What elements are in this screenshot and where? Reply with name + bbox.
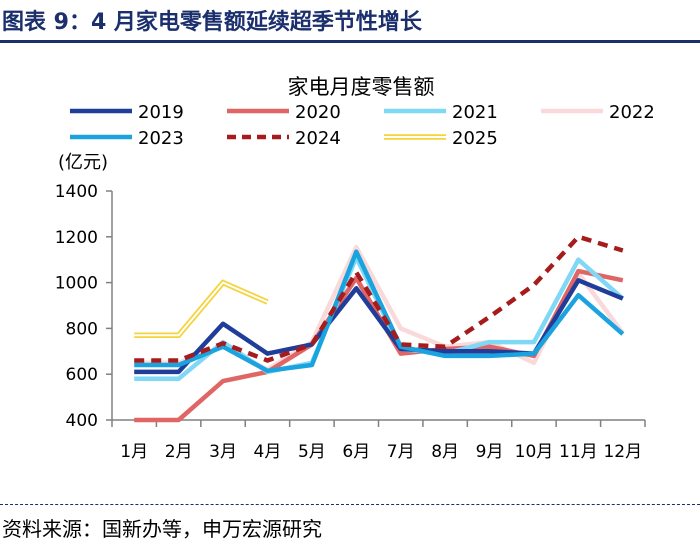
x-tick-label: 8月 bbox=[431, 442, 459, 462]
source-note: 资料来源：国新办等，申万宏源研究 bbox=[2, 517, 322, 541]
legend-item-2023: 2023 bbox=[70, 128, 184, 149]
y-tick-label: 400 bbox=[66, 411, 98, 431]
y-tick-label: 600 bbox=[66, 365, 98, 385]
x-tick-label: 7月 bbox=[387, 442, 415, 462]
y-tick-label: 1400 bbox=[55, 182, 98, 202]
legend-item-2025: 2025 bbox=[384, 128, 498, 149]
legend-label: 2020 bbox=[295, 102, 341, 123]
y-tick-label: 1000 bbox=[55, 274, 98, 294]
x-tick-label: 6月 bbox=[342, 442, 370, 462]
series-line-2024 bbox=[134, 234, 624, 363]
legend-item-2020: 2020 bbox=[227, 102, 341, 123]
legend-item-2022: 2022 bbox=[541, 102, 655, 123]
legend-label: 2024 bbox=[295, 128, 341, 149]
series-line-2025 bbox=[134, 279, 269, 339]
legend-item-2021: 2021 bbox=[384, 102, 498, 123]
series-line-2020 bbox=[134, 268, 624, 423]
y-axis: 400 600 800 1000 1200 1400 bbox=[55, 182, 113, 431]
legend-label: 2025 bbox=[452, 128, 498, 149]
y-tick-label: 800 bbox=[66, 319, 98, 339]
series-lines bbox=[134, 234, 625, 423]
x-tick-label: 1月 bbox=[120, 442, 148, 462]
x-tick-label: 5月 bbox=[298, 442, 326, 462]
legend-item-2024: 2024 bbox=[227, 128, 341, 149]
x-tick-label: 11月 bbox=[559, 442, 598, 462]
x-tick-label: 10月 bbox=[515, 442, 554, 462]
legend-item-2019: 2019 bbox=[70, 102, 184, 123]
title-underline bbox=[0, 40, 700, 43]
y-tick-label: 1200 bbox=[55, 228, 98, 248]
x-tick-label: 12月 bbox=[603, 442, 642, 462]
source-divider bbox=[0, 504, 700, 505]
chart-area: 家电月度零售额 (亿元) 2019 2020 2021 2022 2023 2024 202… bbox=[55, 75, 655, 462]
y-axis-unit: (亿元) bbox=[58, 152, 108, 173]
x-tick-label: 2月 bbox=[165, 442, 193, 462]
legend: 2019 2020 2021 2022 2023 2024 2025 bbox=[70, 102, 655, 149]
legend-label: 2021 bbox=[452, 102, 498, 123]
x-axis: 1月 2月 3月 4月 5月 6月 7月 8月 9月 10月 11月 12月 bbox=[111, 419, 646, 462]
x-tick-label: 3月 bbox=[209, 442, 237, 462]
legend-label: 2023 bbox=[138, 128, 184, 149]
legend-label: 2019 bbox=[138, 102, 184, 123]
figure-title: 图表 9：4 月家电零售额延续超季节性增长 bbox=[2, 10, 422, 35]
chart-title: 家电月度零售额 bbox=[288, 75, 435, 99]
x-tick-label: 4月 bbox=[254, 442, 282, 462]
x-tick-label: 9月 bbox=[476, 442, 504, 462]
legend-label: 2022 bbox=[609, 102, 655, 123]
series-line-2023 bbox=[134, 249, 625, 374]
